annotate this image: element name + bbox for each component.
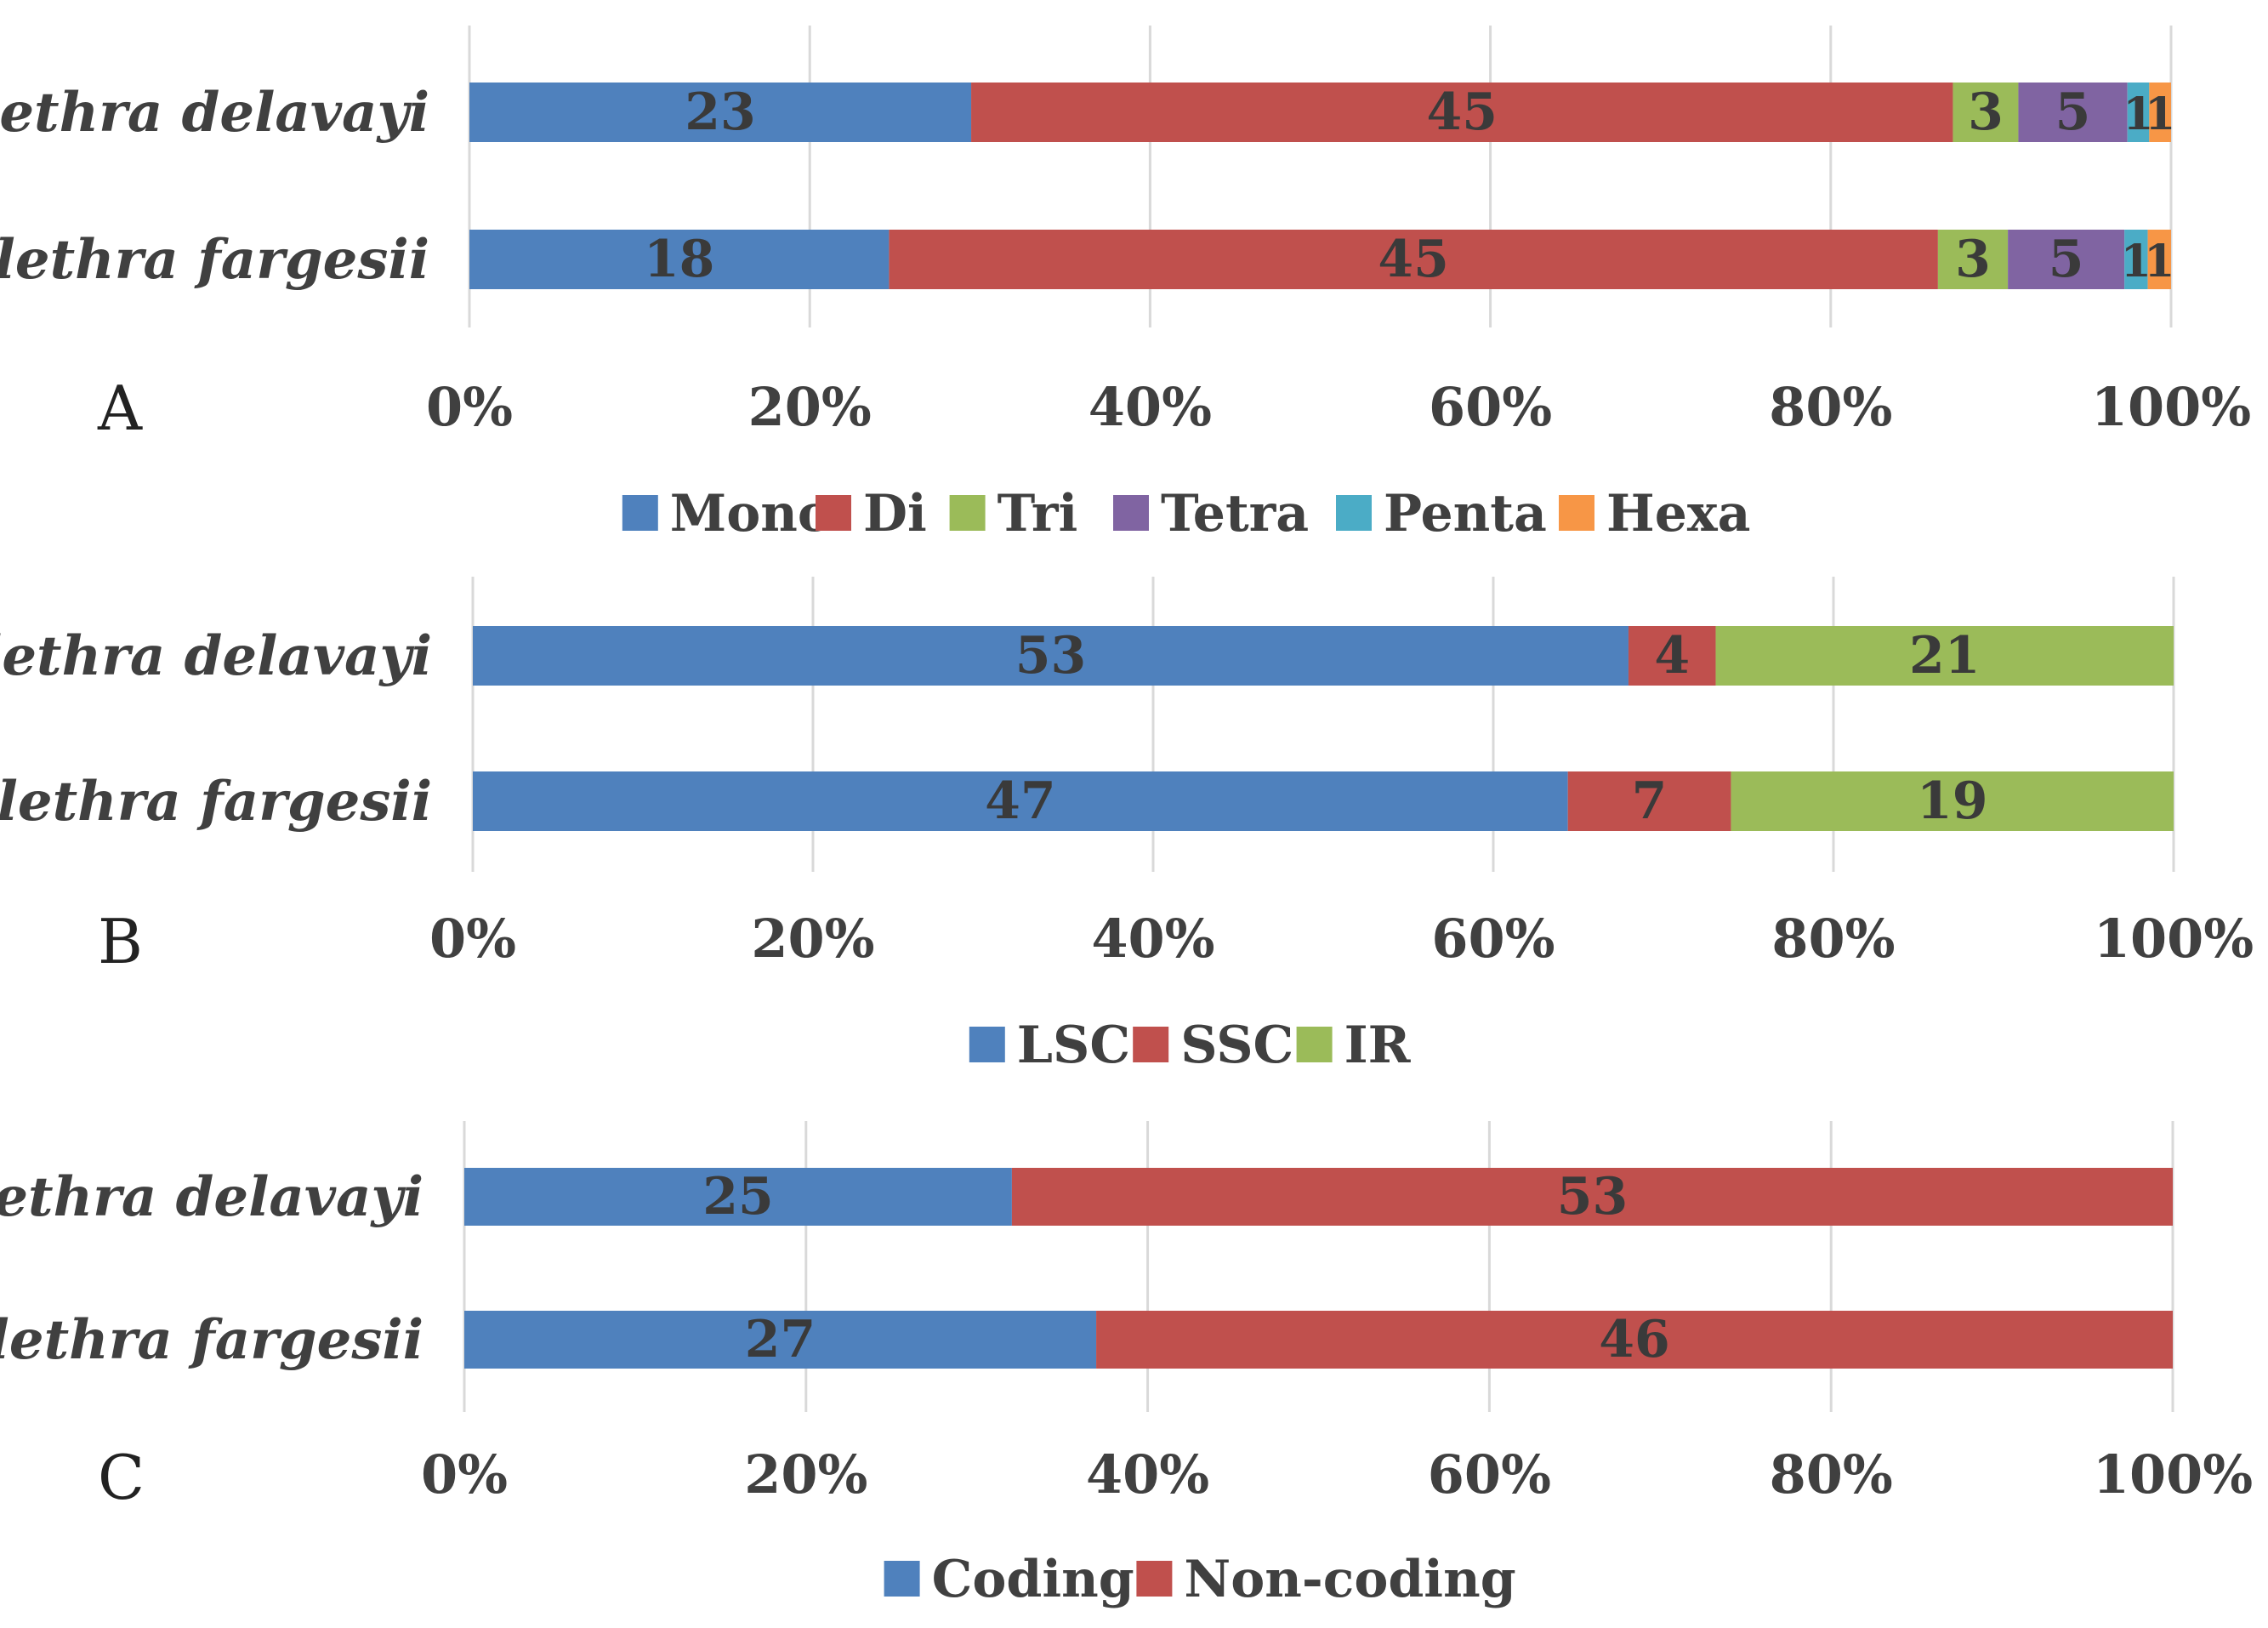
bar-segment-2-1-ssc (1628, 626, 1716, 686)
legend-label-1-tri: Tri (998, 484, 1078, 544)
data-label-2-1-ir: 21 (1909, 626, 1981, 686)
legend-label-3-coding: Coding (932, 1550, 1134, 1609)
legend-label-1-di: Di (863, 484, 927, 544)
data-label-1-2-penta: 1 (2121, 236, 2151, 287)
bar-segment-2-1-ir (1715, 626, 2174, 686)
x-tick-label-1-2: 40% (1089, 376, 1212, 438)
legend-label-1-hexa: Hexa (1606, 484, 1751, 544)
bar-segment-3-1-noncoding (1011, 1168, 2173, 1226)
x-tick-label-1-3: 60% (1429, 376, 1552, 438)
x-tick-label-2-4: 80% (1771, 908, 1895, 970)
data-label-2-1-lsc: 53 (1015, 626, 1087, 686)
x-tick-label-1-0: 0% (426, 376, 513, 438)
legend-label-1-mono: Mono (670, 484, 832, 544)
data-label-3-2-coding: 27 (745, 1310, 816, 1369)
bar-segment-2-2-ir (1731, 771, 2174, 831)
category-label-3-2: Clethra fargesii (0, 1308, 423, 1372)
panel-label-B: B (98, 906, 143, 977)
bar-segment-1-2-di (889, 230, 1938, 289)
data-label-1-2-di: 45 (1378, 230, 1449, 289)
category-label-1-1: Clethra delavayi (0, 81, 429, 145)
x-tick-label-2-5: 100% (2094, 908, 2254, 970)
data-label-1-1-tri: 3 (1968, 83, 2004, 142)
data-label-1-2-tetra: 5 (2049, 230, 2084, 289)
legend-label-2-ir: IR (1344, 1016, 1412, 1075)
data-label-1-2-hexa: 1 (2144, 236, 2174, 287)
x-tick-label-2-0: 0% (429, 908, 516, 970)
data-label-3-1-noncoding: 53 (1557, 1167, 1629, 1227)
bar-segment-3-2-noncoding (1096, 1311, 2173, 1369)
legend-label-3-noncoding: Non-coding (1184, 1550, 1515, 1609)
legend-label-2-lsc: LSC (1017, 1016, 1130, 1075)
legend-swatch-1-penta (1336, 495, 1372, 531)
x-tick-label-2-1: 20% (751, 908, 874, 970)
bar-segment-1-2-tri (1937, 230, 2009, 289)
data-label-1-1-penta: 1 (2123, 88, 2153, 140)
data-label-2-2-ssc: 7 (1632, 771, 1668, 831)
data-label-2-2-ir: 19 (1917, 771, 1988, 831)
bar-segment-1-2-penta (2124, 230, 2148, 289)
legend-swatch-1-mono (622, 495, 658, 531)
data-label-1-1-hexa: 1 (2145, 88, 2175, 140)
legend-label-2-ssc: SSC (1180, 1016, 1293, 1075)
category-label-2-1: Clethra delavayi (0, 624, 432, 688)
x-tick-label-2-2: 40% (1091, 908, 1214, 970)
x-tick-label-1-5: 100% (2091, 376, 2251, 438)
bar-segment-1-1-tetra (2018, 83, 2128, 142)
x-tick-label-3-2: 40% (1086, 1443, 1209, 1506)
legend-swatch-2-lsc (969, 1027, 1005, 1062)
x-tick-label-3-1: 20% (744, 1443, 867, 1506)
x-tick-label-2-3: 60% (1431, 908, 1555, 970)
legend-swatch-2-ssc (1133, 1027, 1169, 1062)
legend-swatch-3-coding (884, 1561, 920, 1597)
data-label-1-1-di: 45 (1427, 83, 1498, 142)
legend-swatch-1-hexa (1559, 495, 1594, 531)
x-tick-label-3-0: 0% (421, 1443, 508, 1506)
x-tick-label-3-5: 100% (2093, 1443, 2253, 1506)
x-tick-label-1-1: 20% (748, 376, 872, 438)
panel-label-A: A (97, 373, 143, 444)
legend-label-1-tetra: Tetra (1161, 484, 1309, 544)
bar-segment-1-1-mono (469, 83, 972, 142)
bar-segment-1-1-penta (2127, 83, 2150, 142)
legend-swatch-1-di (816, 495, 851, 531)
bar-segment-1-1-hexa (2149, 83, 2171, 142)
bar-segment-2-2-ssc (1567, 771, 1731, 831)
bar-segment-2-2-lsc (473, 771, 1568, 831)
category-label-1-2: Clethra fargesii (0, 228, 429, 292)
bar-segment-1-2-mono (469, 230, 890, 289)
data-label-2-2-lsc: 47 (985, 771, 1056, 831)
data-label-1-1-mono: 23 (685, 83, 756, 142)
bar-segment-3-2-coding (464, 1311, 1097, 1369)
category-label-2-2: Clethra fargesii (0, 770, 432, 834)
data-label-2-1-ssc: 4 (1654, 626, 1690, 686)
panel-label-C: C (98, 1442, 145, 1513)
bar-segment-1-1-tri (1953, 83, 2019, 142)
data-label-1-2-mono: 18 (644, 230, 715, 289)
bar-segment-1-2-hexa (2147, 230, 2171, 289)
legend-swatch-1-tetra (1113, 495, 1149, 531)
legend-swatch-2-ir (1296, 1027, 1333, 1062)
bar-segment-3-1-coding (464, 1168, 1012, 1226)
x-tick-label-3-3: 60% (1428, 1443, 1551, 1506)
x-tick-label-3-4: 80% (1770, 1443, 1893, 1506)
category-label-3-1: Clethra delavayi (0, 1165, 423, 1229)
x-tick-label-1-4: 80% (1769, 376, 1892, 438)
data-label-1-1-tetra: 5 (2055, 83, 2091, 142)
bar-segment-1-1-di (971, 83, 1953, 142)
data-label-1-2-tri: 3 (1955, 230, 1991, 289)
bar-segment-2-1-lsc (473, 626, 1629, 686)
legend-swatch-3-noncoding (1136, 1561, 1173, 1597)
data-label-3-2-noncoding: 46 (1599, 1310, 1670, 1369)
data-label-3-1-coding: 25 (702, 1167, 774, 1227)
bar-segment-1-2-tetra (2008, 230, 2125, 289)
legend-label-1-penta: Penta (1384, 484, 1547, 544)
legend-swatch-1-tri (949, 495, 986, 531)
